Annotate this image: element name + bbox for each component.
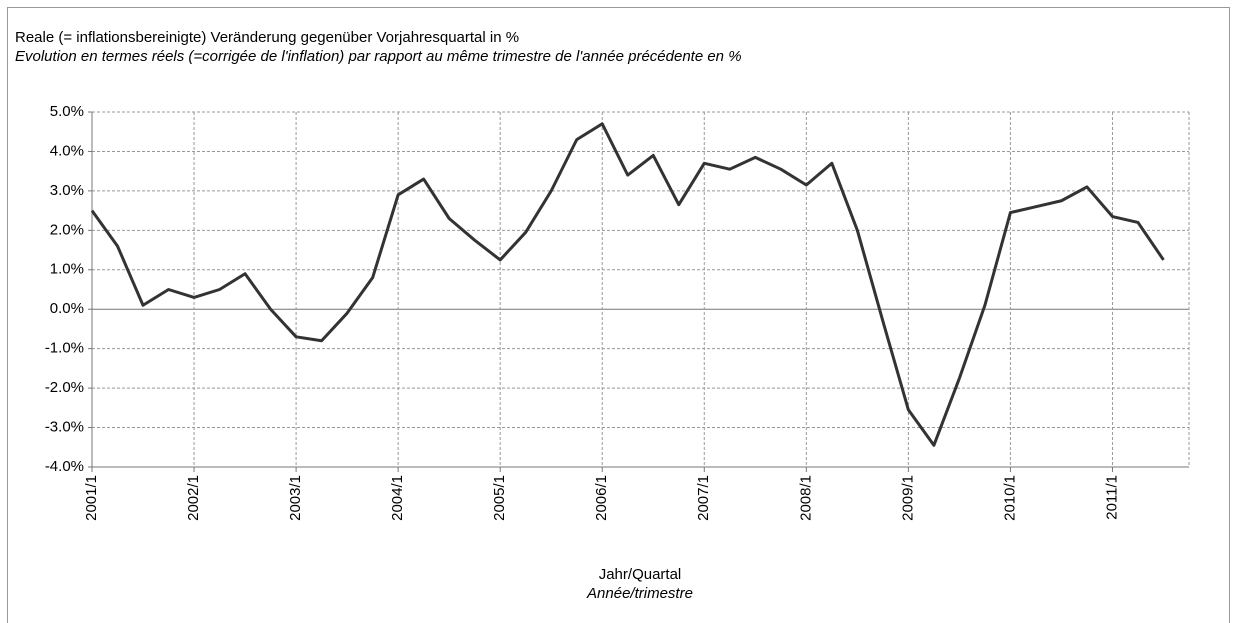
x-tick-label: 2003/1 [287,475,304,521]
y-tick-label: 1.0% [50,261,84,278]
x-tick-label: 2011/1 [1103,475,1120,520]
chart-subtitle: Evolution en termes réels (=corrigée de … [15,48,742,65]
x-tick-label: 2009/1 [899,475,916,521]
chart-title: Reale (= inflationsbereinigte) Veränderu… [15,29,519,46]
x-tick-label: 2004/1 [389,475,406,521]
x-tick-label: 2007/1 [695,475,712,521]
x-tick-label: 2010/1 [1001,475,1018,521]
x-axis-title: Jahr/Quartal [599,566,682,583]
y-tick-label: 0.0% [50,300,84,317]
x-axis-title-fr: Année/trimestre [586,585,693,602]
y-tick-label: 3.0% [50,182,84,199]
y-tick-label: 2.0% [50,221,84,238]
y-tick-label: -2.0% [45,379,84,396]
y-tick-label: -1.0% [45,340,84,357]
y-tick-label: -4.0% [45,458,84,475]
y-tick-label: 4.0% [50,142,84,159]
x-tick-label: 2005/1 [491,475,508,521]
frame [7,7,1230,623]
y-tick-label: 5.0% [50,103,84,120]
x-tick-label: 2006/1 [593,475,610,521]
x-tick-label: 2002/1 [185,475,202,521]
x-tick-label: 2001/1 [83,475,100,521]
line-series [90,122,1165,447]
y-tick-label: -3.0% [45,419,84,436]
x-tick-label: 2008/1 [797,475,814,521]
